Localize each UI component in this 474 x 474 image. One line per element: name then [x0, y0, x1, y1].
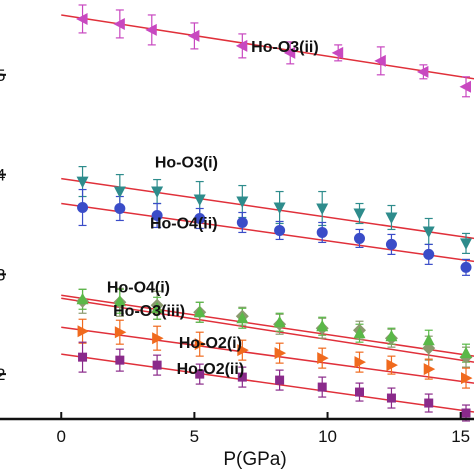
marker-point	[423, 248, 435, 260]
marker-point	[76, 12, 88, 25]
series-annotation: Ho-O3(iii)	[113, 303, 185, 320]
marker-point	[236, 216, 248, 228]
marker-point	[236, 196, 249, 209]
marker-point	[113, 186, 126, 199]
marker-point	[386, 359, 398, 372]
marker-point	[283, 46, 296, 59]
marker-point	[195, 369, 205, 379]
marker-point	[273, 315, 286, 328]
marker-point	[114, 326, 127, 339]
marker-point	[273, 202, 286, 215]
series-annotation: Ho-O3(i)	[155, 155, 218, 172]
fit-line	[61, 326, 474, 384]
marker-point	[354, 356, 366, 369]
marker-point	[77, 325, 90, 338]
marker-point	[113, 294, 126, 307]
marker-point	[423, 363, 436, 376]
error-bars	[78, 4, 471, 422]
marker-point	[114, 203, 126, 215]
marker-point	[77, 202, 89, 214]
y-ticks: 2 3 4 5	[0, 66, 6, 384]
y-tick-label: 4	[0, 166, 5, 185]
marker-point	[152, 360, 162, 370]
x-ticks: 0 5 10 15	[57, 412, 470, 446]
marker-point	[353, 232, 365, 244]
marker-point	[113, 17, 125, 30]
marker-point	[385, 212, 398, 224]
marker-point	[193, 194, 206, 207]
marker-point	[461, 408, 471, 418]
marker-point	[460, 238, 473, 250]
marker-point	[236, 311, 249, 324]
series-annotation: Ho-O2(ii)	[177, 361, 245, 378]
data-markers	[76, 12, 473, 418]
marker-point	[422, 226, 435, 238]
fit-line	[61, 14, 474, 80]
series-annotation: Ho-O3(ii)	[251, 39, 319, 56]
marker-point	[460, 261, 472, 273]
marker-point	[274, 347, 287, 360]
marker-point	[275, 375, 285, 385]
marker-point	[316, 319, 329, 332]
marker-point	[422, 333, 435, 346]
marker-point	[193, 305, 206, 318]
series-annotation: Ho-O4(i)	[107, 279, 170, 296]
marker-point	[76, 176, 89, 189]
marker-point	[385, 329, 398, 342]
marker-point	[237, 372, 247, 382]
fit-lines	[61, 14, 474, 413]
marker-point	[151, 186, 164, 199]
marker-point	[459, 80, 472, 93]
fit-line	[61, 294, 474, 357]
marker-point	[460, 346, 473, 359]
marker-point	[461, 372, 473, 385]
y-tick-label: 3	[0, 265, 5, 284]
x-tick-label: 15	[451, 427, 470, 446]
fit-line	[61, 297, 474, 363]
marker-point	[331, 46, 344, 59]
marker-point	[353, 208, 366, 220]
marker-point	[152, 332, 164, 345]
marker-point	[274, 224, 286, 236]
marker-point	[235, 39, 248, 52]
marker-point	[317, 352, 329, 365]
fit-line	[61, 353, 474, 413]
marker-point	[374, 54, 386, 67]
series-annotation: Ho-O4(ii)	[150, 215, 218, 232]
marker-point	[78, 352, 88, 362]
marker-point	[145, 23, 157, 36]
marker-point	[353, 326, 366, 339]
marker-point	[316, 203, 329, 216]
marker-point	[115, 355, 125, 365]
marker-point	[317, 382, 327, 392]
marker-point	[194, 338, 207, 351]
marker-point	[194, 212, 206, 224]
fit-line	[61, 177, 474, 240]
marker-point	[151, 209, 163, 221]
y-tick-label: 2	[0, 365, 5, 384]
marker-point	[237, 344, 249, 357]
series-annotations: Ho-O3(ii) Ho-O3(i) Ho-O4(ii) Ho-O4(i) Ho-O3(…	[107, 39, 319, 378]
x-axis-title: P(GPa)	[223, 449, 286, 470]
marker-point	[416, 65, 429, 78]
marker-point	[424, 398, 434, 408]
x-tick-label: 0	[57, 427, 66, 446]
marker-point	[76, 292, 89, 305]
marker-point	[385, 238, 397, 250]
marker-point	[354, 387, 364, 397]
y-tick-label: 5	[0, 66, 5, 85]
x-tick-label: 5	[190, 427, 199, 446]
x-tick-label: 10	[318, 427, 337, 446]
marker-point	[151, 301, 164, 314]
marker-point	[187, 29, 200, 42]
marker-point	[386, 393, 396, 403]
series-annotation: Ho-O2(i)	[179, 335, 242, 352]
marker-point	[316, 226, 328, 238]
fit-line	[61, 202, 474, 263]
